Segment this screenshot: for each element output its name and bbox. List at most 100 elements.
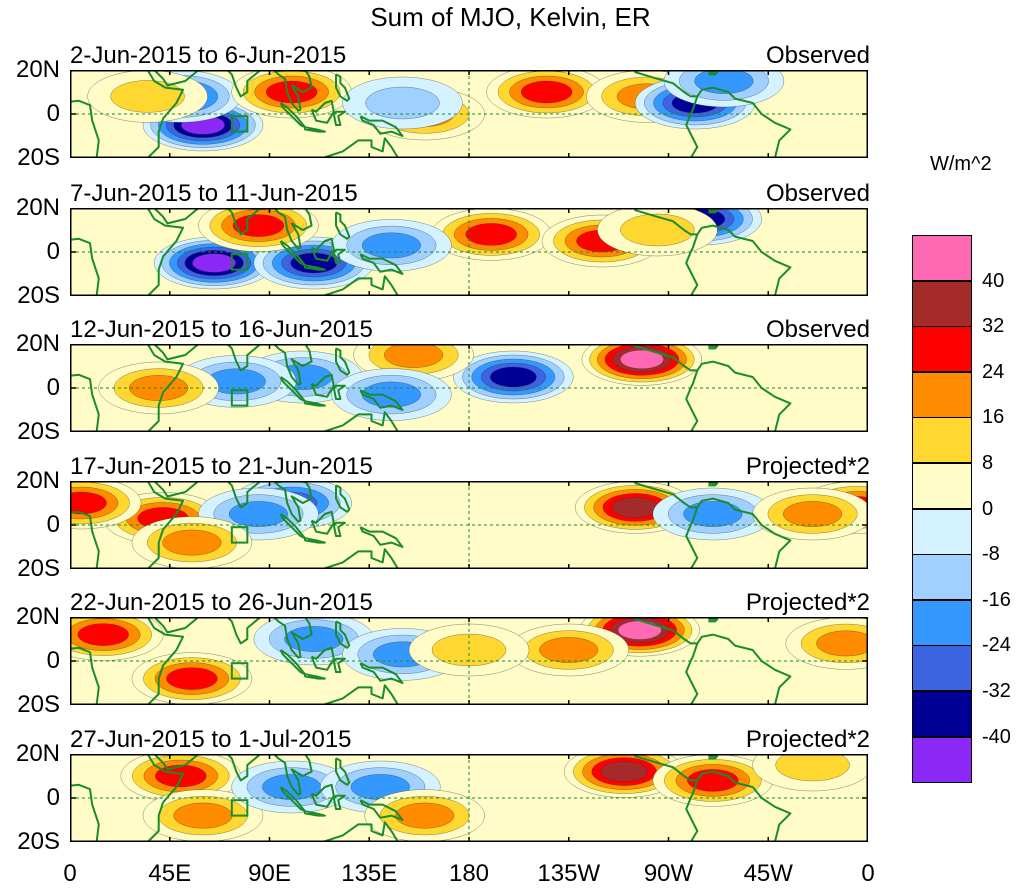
latitude-label: 20S [17, 418, 60, 445]
anomaly-contour [775, 754, 850, 782]
longitude-label: 0 [63, 860, 77, 887]
anomaly-contour [816, 630, 868, 657]
figure-title: Sum of MJO, Kelvin, ER [370, 2, 651, 32]
latitude-label: 20S [17, 691, 60, 718]
coastline [304, 537, 326, 544]
map-panel [70, 208, 868, 296]
anomaly-contour [284, 626, 344, 652]
panel-date-range: 12-Jun-2015 to 16-Jun-2015 [70, 316, 373, 343]
coastline [216, 754, 262, 782]
region-box [230, 526, 249, 544]
colorbar-swatch [912, 554, 972, 601]
latitude-label: 0 [46, 238, 60, 265]
coastline [279, 786, 306, 813]
latitude-label: 20S [17, 555, 60, 582]
anomaly-contour [489, 366, 537, 388]
coastline [273, 754, 313, 796]
longitude-label: 135E [341, 860, 398, 887]
coastline [696, 224, 792, 296]
region-box [230, 115, 249, 133]
coastline [310, 646, 335, 671]
coastline [310, 510, 335, 535]
coastline [634, 208, 698, 236]
anomaly-contour [600, 761, 648, 782]
coastline [216, 481, 262, 509]
coastline [332, 110, 346, 126]
coastline [332, 384, 346, 400]
panel-status-label: Observed [765, 42, 870, 69]
colorbar-label: -40 [982, 725, 1011, 748]
coastline [216, 208, 262, 236]
coastline [70, 617, 184, 705]
coastline [279, 376, 306, 403]
anomaly-contour [77, 623, 129, 646]
coastline [304, 673, 326, 680]
coastline [332, 657, 346, 673]
colorbar-label: -24 [982, 634, 1011, 657]
colorbar-label: 24 [982, 360, 1005, 383]
panel-date-range: 7-Jun-2015 to 11-Jun-2015 [70, 180, 358, 207]
region-box [230, 662, 249, 680]
panel-status-label: Projected*2 [745, 589, 870, 616]
coastline [322, 821, 399, 842]
colorbar-swatch [912, 645, 972, 692]
colorbar-swatch [912, 417, 972, 464]
coastline [310, 373, 335, 398]
coastline [279, 240, 306, 267]
colorbar-label: 0 [982, 497, 994, 520]
latitude-label: 20N [15, 740, 60, 767]
coastline [696, 86, 792, 158]
coastline [273, 617, 313, 659]
coastline [634, 481, 698, 509]
coastline [634, 617, 698, 645]
coastline [685, 370, 699, 432]
coastline [310, 99, 335, 124]
latitude-label: 20S [17, 282, 60, 309]
coastline [279, 649, 306, 676]
latitude-label: 0 [46, 374, 60, 401]
panel-status-label: Observed [765, 316, 870, 343]
coastline [696, 360, 792, 432]
coastline [216, 344, 262, 372]
anomaly-contour [539, 637, 599, 663]
anomaly-contour [266, 80, 318, 104]
latitude-label: 20N [15, 603, 60, 630]
colorbar-label: 8 [982, 452, 994, 474]
latitude-label: 0 [46, 100, 60, 127]
coastline [70, 344, 184, 432]
coastline [310, 783, 335, 808]
coastline [304, 400, 326, 407]
longitude-label: 45E [148, 860, 192, 887]
coastline [216, 70, 262, 98]
colorbar [912, 235, 972, 783]
coastline [359, 662, 404, 684]
latitude-label: 0 [46, 647, 60, 674]
colorbar-swatch [912, 280, 972, 327]
coastline [153, 617, 200, 634]
longitude-label: 135W [537, 860, 601, 887]
anomaly-contour [611, 497, 659, 518]
latitude-label: 20S [17, 828, 60, 855]
colorbar-swatch [912, 463, 972, 509]
region-box [230, 253, 249, 271]
latitude-label: 0 [46, 511, 60, 538]
coastline [279, 513, 306, 540]
anomaly-contour [620, 213, 695, 247]
longitude-label: 0 [861, 860, 875, 887]
anomaly-contour [465, 223, 517, 246]
anomaly-contour [192, 253, 236, 273]
coastline [708, 71, 719, 76]
coastline [273, 481, 313, 523]
coastline [279, 102, 306, 129]
coastline [304, 810, 326, 817]
coastline [273, 70, 313, 112]
coastline [708, 755, 719, 760]
coastline [359, 389, 404, 411]
coastline [70, 208, 184, 296]
coastline [304, 264, 326, 271]
colorbar-swatch [912, 691, 972, 737]
coastline [322, 137, 399, 158]
latitude-label: 20S [17, 144, 60, 171]
coastline [70, 70, 184, 158]
colorbar-swatch [912, 599, 972, 646]
